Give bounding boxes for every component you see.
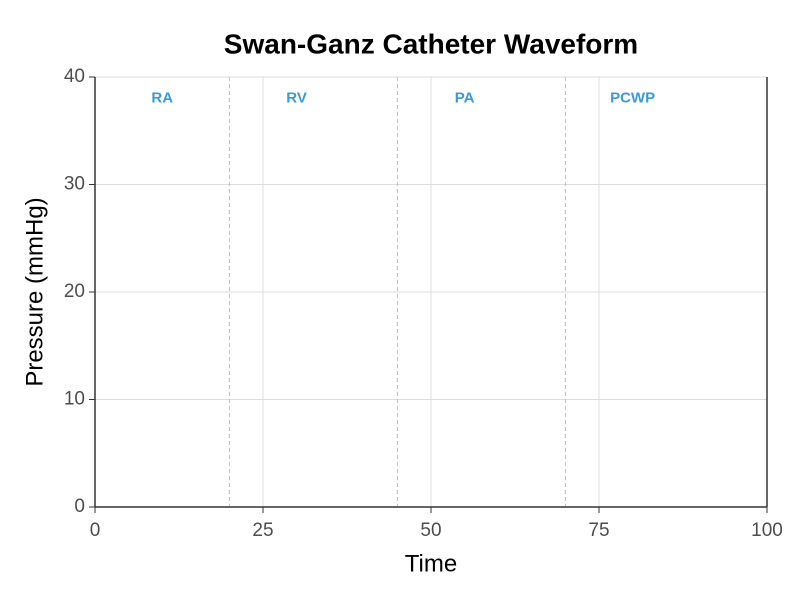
y-axis-title: Pressure (mmHg) [21, 197, 48, 386]
y-tick-label: 30 [64, 174, 85, 195]
x-tick-label: 75 [588, 520, 609, 541]
x-tick-label: 25 [252, 520, 273, 541]
y-tick-label: 40 [64, 66, 85, 87]
annotation: RV [286, 89, 307, 106]
annotation: PA [455, 89, 475, 106]
x-tick-label: 50 [420, 520, 441, 541]
y-tick-label: 20 [64, 281, 85, 302]
x-axis-title: Time [405, 550, 457, 577]
annotation: RA [151, 89, 173, 106]
y-tick-label: 0 [74, 496, 85, 517]
x-tick-label: 100 [751, 520, 783, 541]
y-tick-label: 10 [64, 389, 85, 410]
annotation: PCWP [610, 89, 655, 106]
chart-title: Swan-Ganz Catheter Waveform [224, 28, 638, 59]
x-tick-label: 0 [90, 520, 101, 541]
